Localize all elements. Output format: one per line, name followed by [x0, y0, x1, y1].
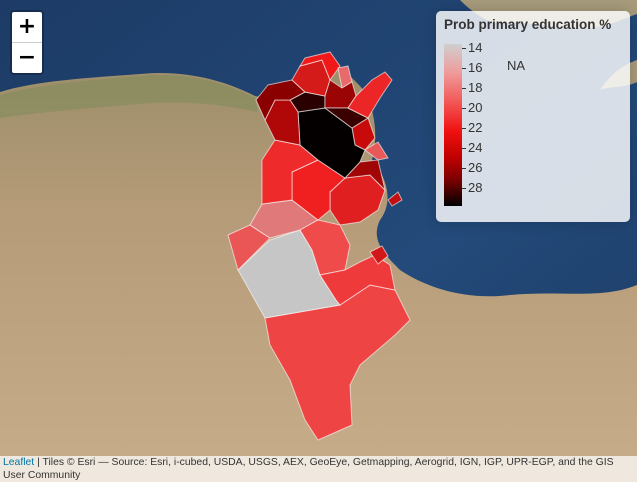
legend-tick-mark [462, 68, 466, 69]
legend-tick-mark [462, 108, 466, 109]
legend-tick-mark [462, 148, 466, 149]
zoom-in-button[interactable]: + [12, 12, 42, 43]
zoom-out-button[interactable]: − [17, 45, 37, 70]
legend: Prob primary education % 14 16 18 20 22 24 26 2… [436, 11, 630, 222]
region-monastir[interactable] [364, 141, 389, 161]
legend-na-label: NA [507, 58, 526, 73]
leaflet-link[interactable]: Leaflet [3, 457, 35, 468]
region-jendouba[interactable] [255, 79, 306, 122]
region-nabeul[interactable] [347, 71, 393, 119]
legend-tick-mark [462, 88, 466, 89]
legend-tick-label: 24 [468, 140, 483, 155]
region-kerkennah[interactable] [387, 191, 403, 207]
attribution: Leaflet | Tiles © Esri — Source: Esri, i… [0, 456, 637, 482]
legend-tick-label: 14 [468, 40, 483, 55]
legend-tick-mark [462, 128, 466, 129]
legend-tick-mark [462, 168, 466, 169]
region-medenine[interactable] [319, 254, 396, 306]
legend-tick-label: 16 [468, 60, 483, 75]
legend-tick-mark [462, 188, 466, 189]
legend-tick-label: 26 [468, 160, 483, 175]
region-djerba[interactable] [369, 245, 389, 265]
land-vegetation [0, 74, 258, 118]
legend-tick-label: 28 [468, 180, 483, 195]
legend-tick-label: 20 [468, 100, 483, 115]
region-bizerte[interactable] [298, 51, 341, 82]
legend-tick-label: 22 [468, 120, 483, 135]
tunisia-regions[interactable] [227, 51, 411, 441]
attribution-text: | Tiles © Esri — Source: Esri, i-cubed, … [3, 457, 614, 481]
legend-tick-label: 18 [468, 80, 483, 95]
legend-title: Prob primary education % [444, 17, 612, 32]
legend-color-scale [444, 44, 462, 206]
region-gabes[interactable] [299, 219, 351, 276]
zoom-control: + − [10, 10, 44, 75]
legend-tick-mark [462, 48, 466, 49]
